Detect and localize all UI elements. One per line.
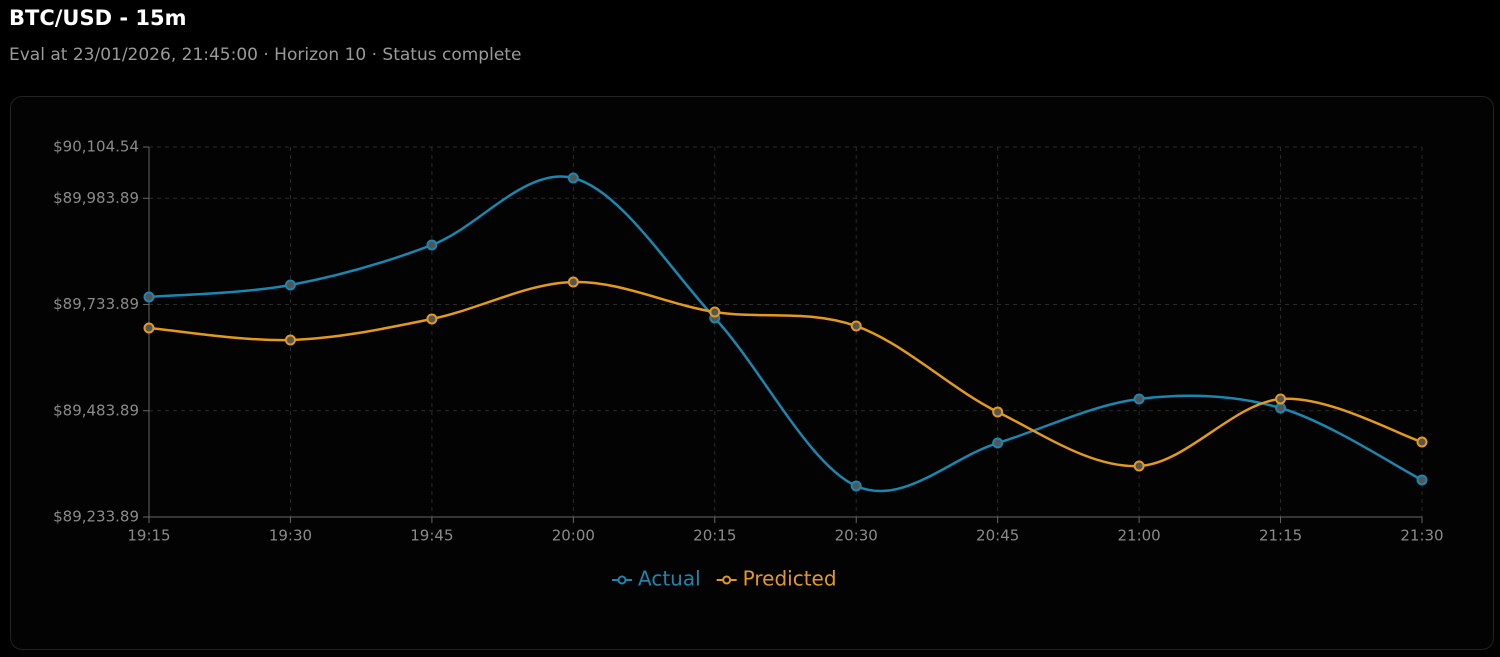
data-point [850, 320, 862, 332]
data-point [284, 279, 296, 291]
series-line [148, 280, 1423, 468]
x-tick-label: 19:45 [410, 527, 453, 545]
series-line [148, 175, 1423, 493]
y-tick-label: $89,733.89 [53, 295, 139, 313]
data-point [992, 437, 1004, 449]
data-point [1133, 393, 1145, 405]
y-tick-label: $89,233.89 [53, 508, 139, 526]
data-point [1133, 460, 1145, 472]
x-tick-label: 21:00 [1117, 527, 1160, 545]
chart-card [10, 96, 1494, 650]
y-tick-label: $90,104.54 [53, 138, 139, 156]
data-point [850, 480, 862, 492]
legend-label: Actual [638, 567, 701, 591]
x-tick-label: 21:30 [1400, 527, 1443, 545]
legend-marker [617, 575, 627, 585]
data-point [1416, 436, 1428, 448]
data-point [709, 306, 721, 318]
data-point [567, 276, 579, 288]
data-point [1416, 474, 1428, 486]
x-tick-label: 20:15 [693, 527, 736, 545]
data-point [284, 334, 296, 346]
title: BTC/USD - 15m [9, 6, 187, 30]
x-tick-label: 19:30 [269, 527, 312, 545]
data-point [567, 172, 579, 184]
data-point [992, 406, 1004, 418]
data-point [1275, 402, 1287, 414]
legend-marker [722, 575, 732, 585]
legend-label: Predicted [743, 567, 837, 591]
x-tick-label: 19:15 [127, 527, 170, 545]
y-tick-label: $89,483.89 [53, 401, 139, 419]
x-tick-label: 20:45 [976, 527, 1019, 545]
x-tick-label: 20:30 [835, 527, 878, 545]
data-point [143, 322, 155, 334]
data-point [1275, 393, 1287, 405]
legend-item: Actual [612, 567, 701, 591]
legend-item: Predicted [716, 567, 837, 591]
y-tick-label: $89,983.89 [53, 189, 139, 207]
data-point [426, 239, 438, 251]
x-tick-label: 21:15 [1259, 527, 1302, 545]
data-point [426, 313, 438, 325]
x-tick-label: 20:00 [552, 527, 595, 545]
subtitle: Eval at 23/01/2026, 21:45:00 · Horizon 1… [9, 45, 522, 65]
data-point [143, 291, 155, 303]
